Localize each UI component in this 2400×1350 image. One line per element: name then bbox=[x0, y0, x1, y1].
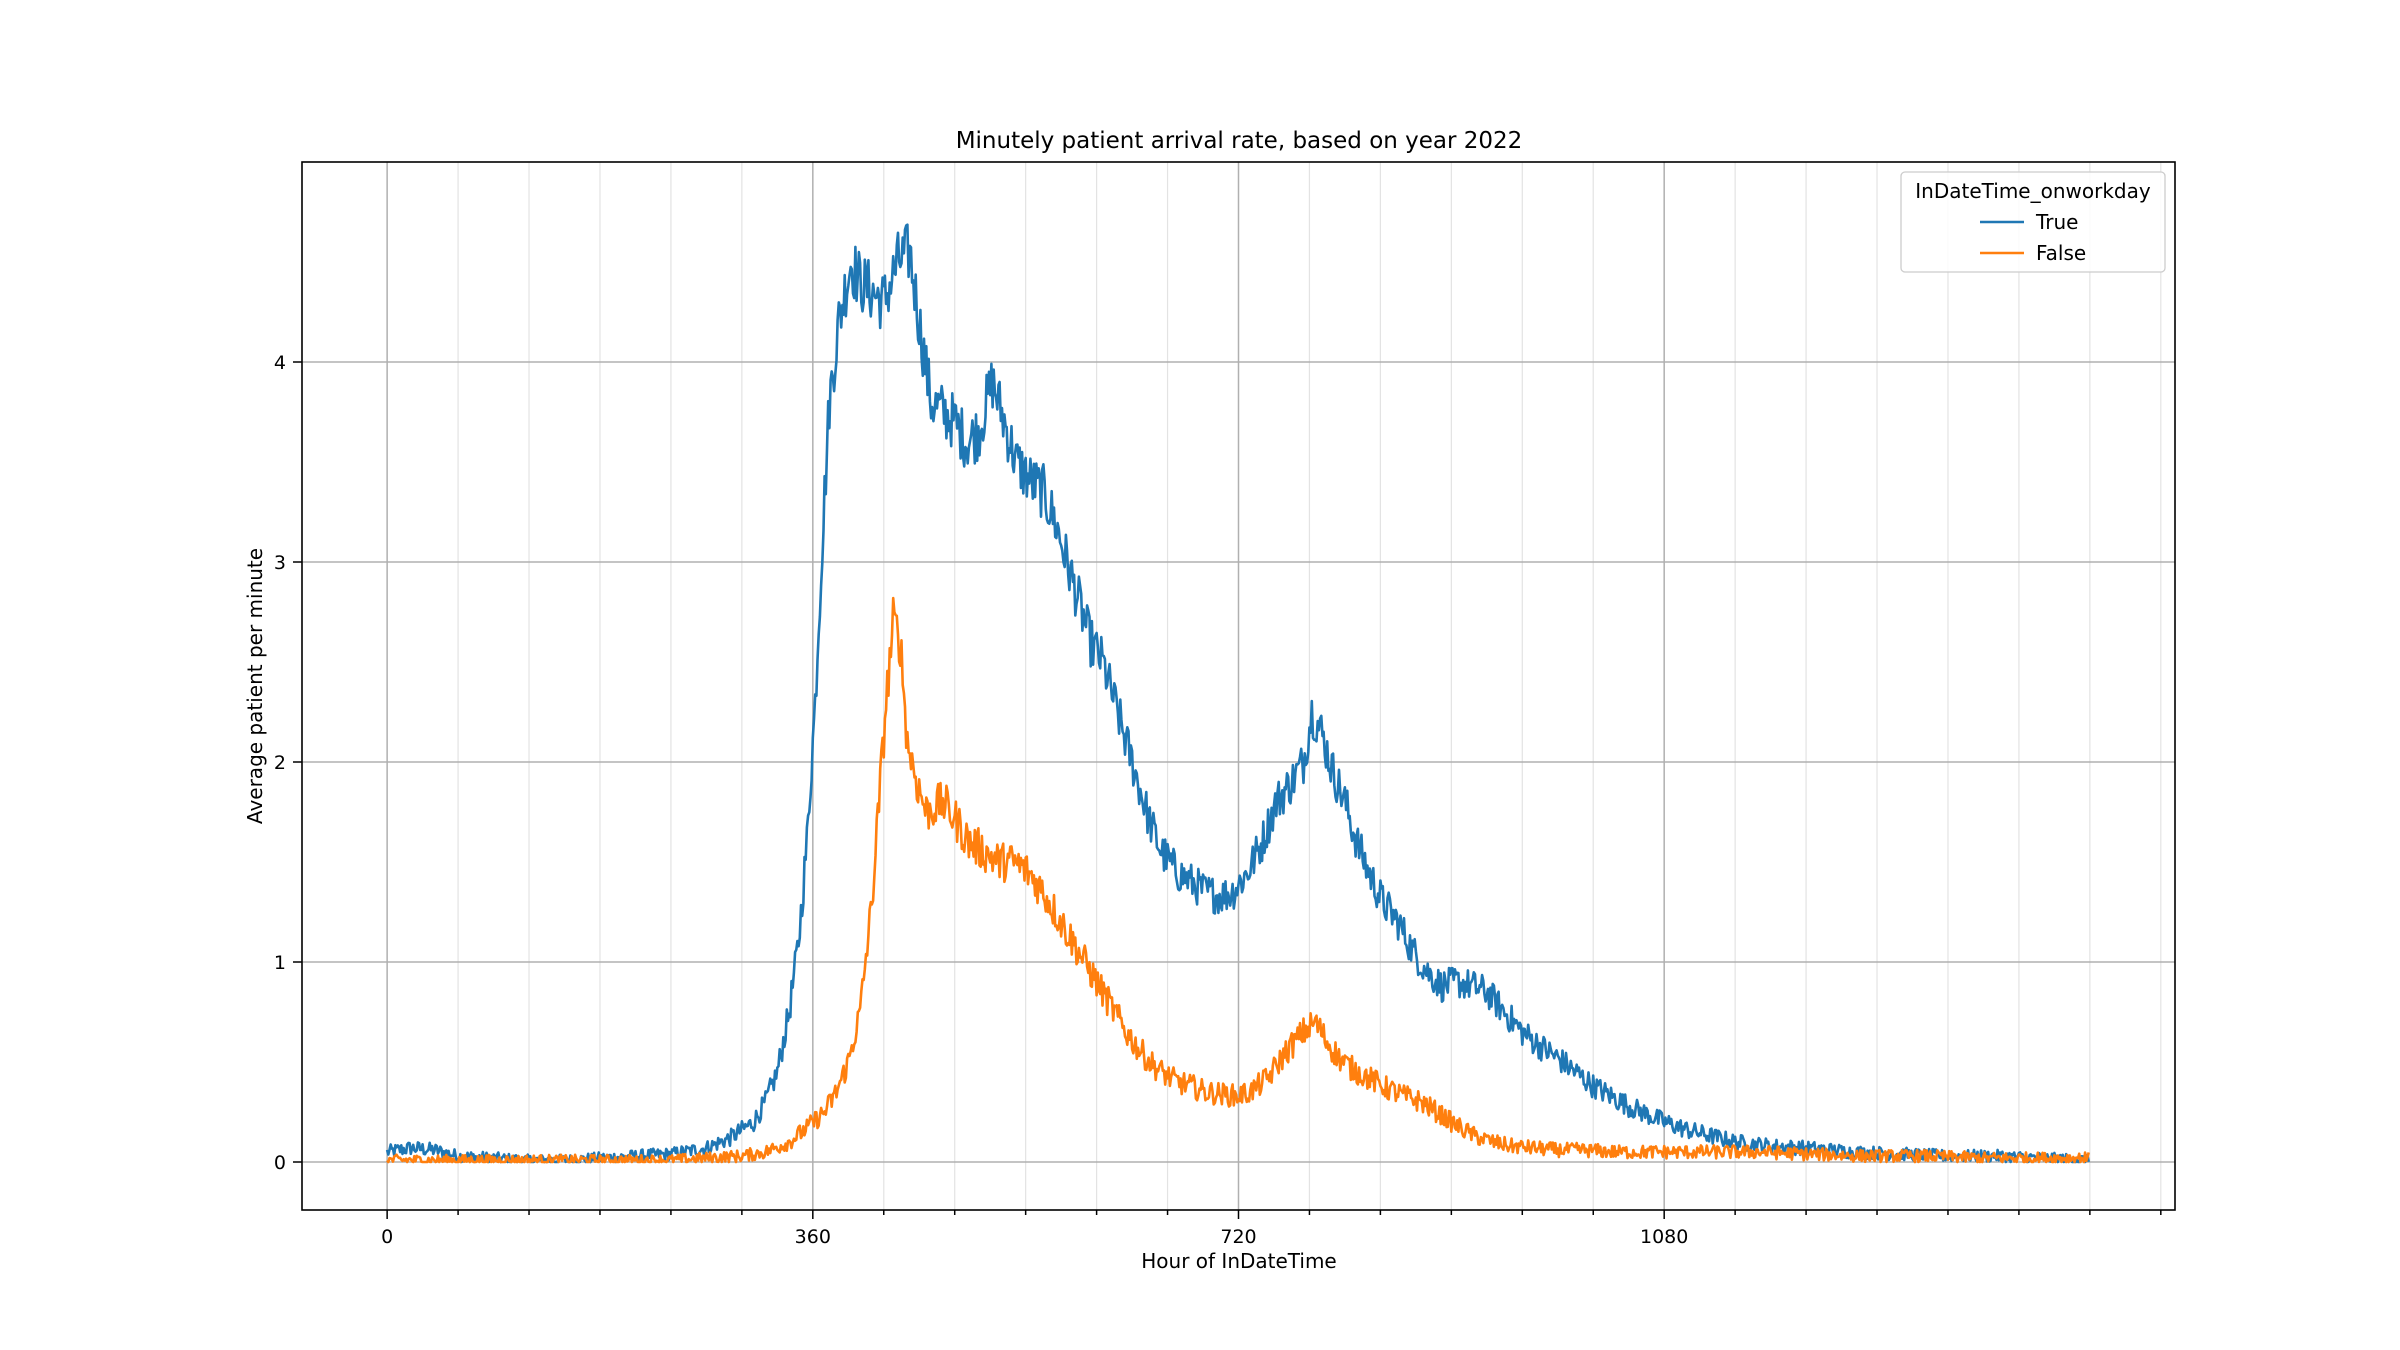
y-tick-label: 2 bbox=[274, 752, 286, 774]
legend-box bbox=[1900, 171, 2166, 273]
y-axis-ticks: 0 1 2 3 4 bbox=[274, 352, 302, 1174]
series-line-false bbox=[386, 596, 2090, 1164]
y-axis-label: Average patient per minute bbox=[243, 548, 267, 824]
chart-title: Minutely patient arrival rate, based on … bbox=[956, 128, 1523, 154]
x-tick-label: 720 bbox=[1220, 1226, 1256, 1248]
y-tick-label: 1 bbox=[274, 952, 286, 974]
legend-label-true: True bbox=[2035, 210, 2078, 234]
y-tick-label: 4 bbox=[274, 352, 286, 374]
x-tick-label: 1080 bbox=[1640, 1226, 1688, 1248]
legend-title: InDateTime_onworkday bbox=[1915, 179, 2151, 203]
y-tick-label: 0 bbox=[274, 1152, 286, 1174]
major-gridlines bbox=[302, 162, 2175, 1210]
legend-label-false: False bbox=[2036, 241, 2086, 265]
x-tick-label: 360 bbox=[795, 1226, 831, 1248]
series-lines bbox=[385, 223, 2090, 1164]
x-tick-label: 0 bbox=[381, 1226, 393, 1248]
legend: InDateTime_onworkday True False bbox=[1900, 171, 2166, 273]
y-tick-label: 3 bbox=[274, 552, 286, 574]
x-axis-label: Hour of InDateTime bbox=[1141, 1249, 1337, 1273]
minor-gridlines bbox=[457, 162, 2162, 1210]
x-axis-ticks: 0 360 720 1080 bbox=[381, 1210, 2162, 1248]
